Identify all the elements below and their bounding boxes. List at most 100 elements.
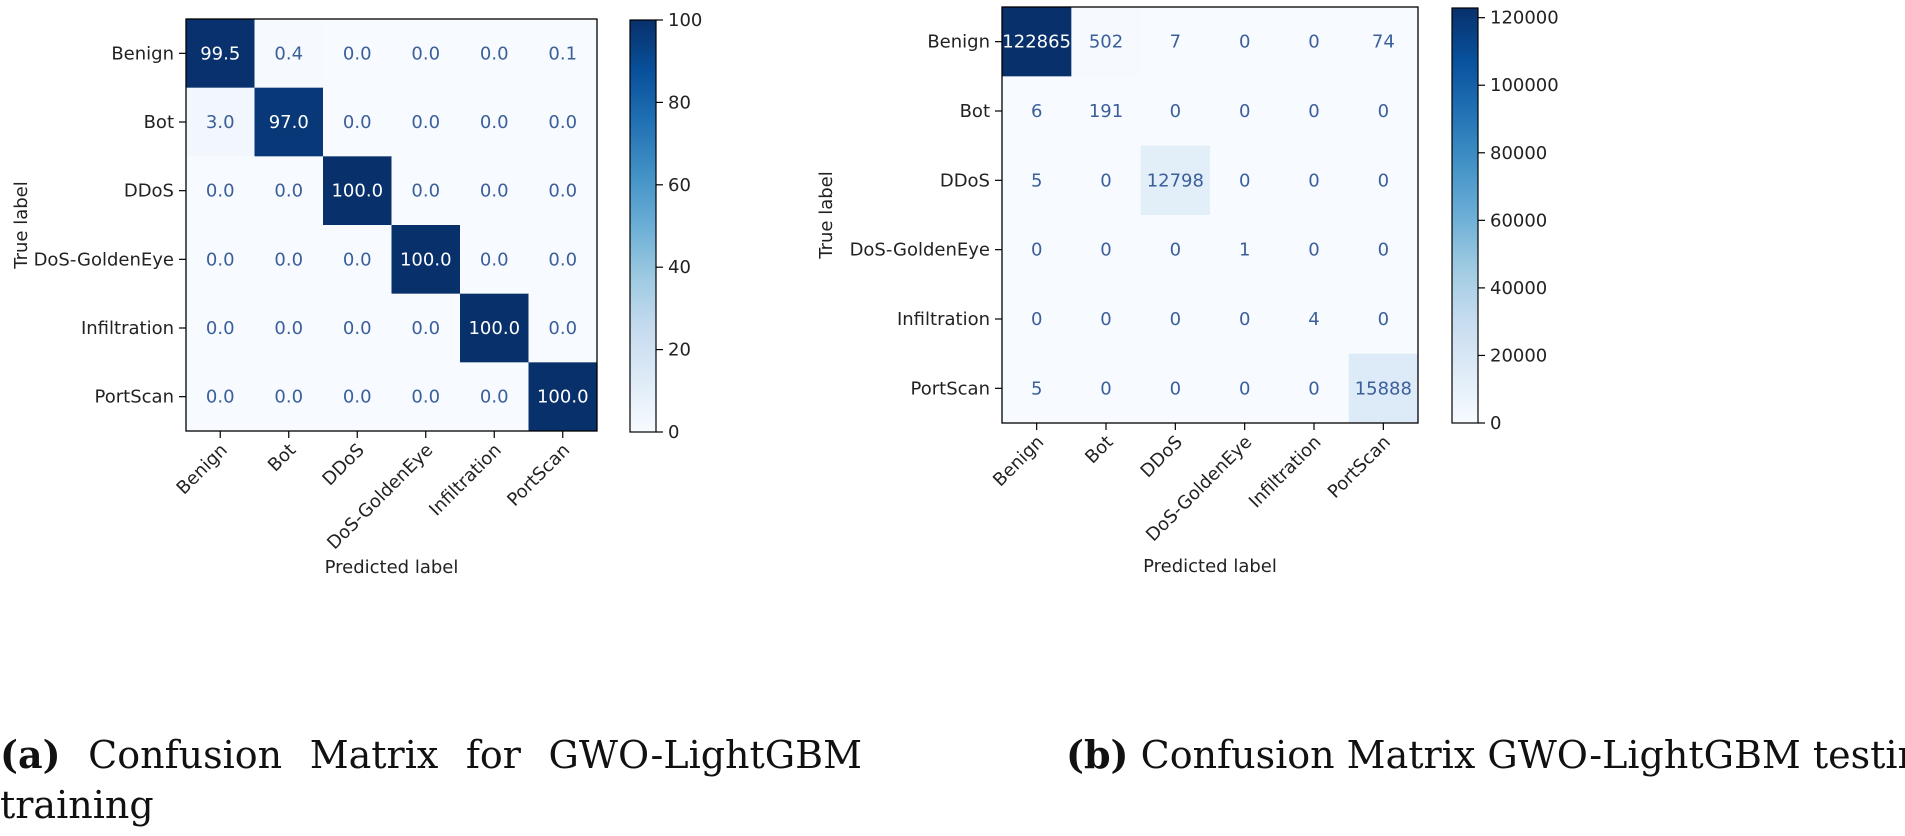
colorbar: [1451, 7, 1479, 424]
cell-value-label: 0.0: [343, 249, 372, 270]
plot-frame: [185, 18, 598, 432]
cell-value-label: 0: [1239, 309, 1250, 330]
matrix-cell: [323, 362, 392, 432]
cell-value-label: 1: [1239, 240, 1250, 261]
matrix-cell: [1002, 76, 1072, 147]
caption-a-word: Matrix: [309, 733, 439, 777]
cell-value-label: 0: [1308, 170, 1319, 191]
matrix-cell: [1140, 76, 1211, 147]
x-axis-title: Predicted label: [1143, 556, 1277, 577]
matrix-cell: [1348, 145, 1419, 216]
colorbar-tick-label: 100: [668, 10, 702, 31]
cell-value-label: 0: [1239, 378, 1250, 399]
caption-a-word: Confusion: [88, 733, 283, 777]
cell-value-label: 0: [1100, 309, 1111, 330]
colorbar-tick-label: 80000: [1490, 143, 1547, 164]
cell-value-label: 0.0: [480, 112, 509, 133]
cell-value-label: 0.0: [548, 318, 577, 339]
cell-value-label: 0.0: [274, 181, 303, 202]
cell-value-label: 0: [1378, 309, 1389, 330]
matrix-cell: [460, 19, 529, 89]
matrix-cell: [1210, 76, 1280, 147]
y-tick-label: Infiltration: [81, 318, 174, 339]
cell-value-label: 74: [1372, 32, 1395, 53]
matrix-cell: [460, 293, 529, 363]
cell-value-label: 502: [1089, 32, 1123, 53]
matrix-cell: [1071, 215, 1142, 285]
y-tick-label: Benign: [927, 32, 990, 53]
cell-value-label: 0.0: [206, 249, 235, 270]
matrix-cell: [186, 225, 255, 295]
matrix-cell: [1002, 284, 1072, 355]
matrix-cell: [1348, 353, 1419, 424]
matrix-cell: [460, 225, 529, 295]
y-tick-label: Infiltration: [897, 309, 990, 330]
matrix-cell: [460, 362, 529, 432]
matrix-cell: [254, 87, 324, 157]
cell-value-label: 100.0: [537, 387, 589, 408]
matrix-cell: [460, 87, 529, 157]
matrix-cell: [1210, 7, 1280, 77]
y-tick-label: Bot: [960, 101, 990, 122]
cell-value-label: 0: [1239, 32, 1250, 53]
matrix-cell: [186, 87, 255, 157]
matrix-cell: [186, 156, 255, 226]
matrix-cell: [323, 19, 392, 89]
x-tick-label: Infiltration: [1245, 432, 1326, 513]
matrix-cell: [323, 293, 392, 363]
caption-a-line2: training: [0, 783, 154, 827]
colorbar-tick-label: 0: [1490, 413, 1501, 434]
matrix-cell: [1071, 76, 1142, 147]
x-tick-label: PortScan: [503, 440, 574, 511]
matrix-cell: [1071, 284, 1142, 355]
y-tick-label: DDoS: [124, 181, 174, 202]
matrix-cell: [1002, 353, 1072, 424]
cell-value-label: 0.0: [343, 43, 372, 64]
cell-value-label: 0.0: [343, 112, 372, 133]
matrix-cell: [1071, 7, 1142, 77]
cell-value-label: 0: [1170, 240, 1181, 261]
matrix-cell: [1071, 145, 1142, 216]
cell-value-label: 0.0: [206, 181, 235, 202]
matrix-cell: [1348, 76, 1419, 147]
cell-value-label: 0: [1031, 309, 1042, 330]
cell-value-label: 0.0: [274, 318, 303, 339]
y-tick-label: PortScan: [95, 387, 174, 408]
matrix-cell: [186, 362, 255, 432]
matrix-cell: [391, 156, 461, 226]
y-tick-label: PortScan: [911, 378, 990, 399]
matrix-cell: [1348, 284, 1419, 355]
confusion-matrix-testing: 122865 502 7 0 0 746 191 0 0 0 05 0 12798 0 0 00 0 0 1 0 00 0…: [816, 6, 1559, 577]
matrix-cell: [1140, 145, 1211, 216]
matrix-cell: [186, 293, 255, 363]
cell-value-label: 0: [1308, 32, 1319, 53]
y-tick-label: DDoS: [940, 170, 990, 191]
plot-frame: [1001, 6, 1419, 424]
matrix-cell: [1348, 215, 1419, 285]
cell-value-label: 0.0: [548, 181, 577, 202]
matrix-cell: [1002, 7, 1072, 77]
y-axis-title: True label: [11, 181, 32, 270]
cell-value-label: 0.0: [480, 43, 509, 64]
caption-b-text: Confusion Matrix GWO-LightGBM testing: [1140, 733, 1905, 777]
cell-value-label: 0.0: [548, 112, 577, 133]
y-tick-label: DoS-GoldenEye: [850, 240, 990, 261]
cell-value-label: 0.0: [411, 112, 440, 133]
matrix-cell: [254, 19, 324, 89]
cell-value-label: 0: [1100, 170, 1111, 191]
matrix-cell: [1210, 284, 1280, 355]
cell-value-label: 7: [1170, 32, 1181, 53]
cell-value-label: 0.0: [480, 387, 509, 408]
matrix-cell: [391, 293, 461, 363]
y-tick-label: DoS-GoldenEye: [34, 249, 174, 270]
caption-a-word: for: [465, 733, 521, 777]
matrix-cell: [1071, 353, 1142, 424]
colorbar-tick-label: 80: [668, 92, 691, 113]
matrix-cell: [528, 19, 598, 89]
y-axis-title: True label: [816, 171, 837, 260]
cell-value-label: 0: [1100, 240, 1111, 261]
matrix-cell: [1279, 7, 1350, 77]
colorbar-tick-label: 0: [668, 422, 679, 443]
cell-value-label: 0.4: [274, 43, 303, 64]
matrix-cell: [460, 156, 529, 226]
